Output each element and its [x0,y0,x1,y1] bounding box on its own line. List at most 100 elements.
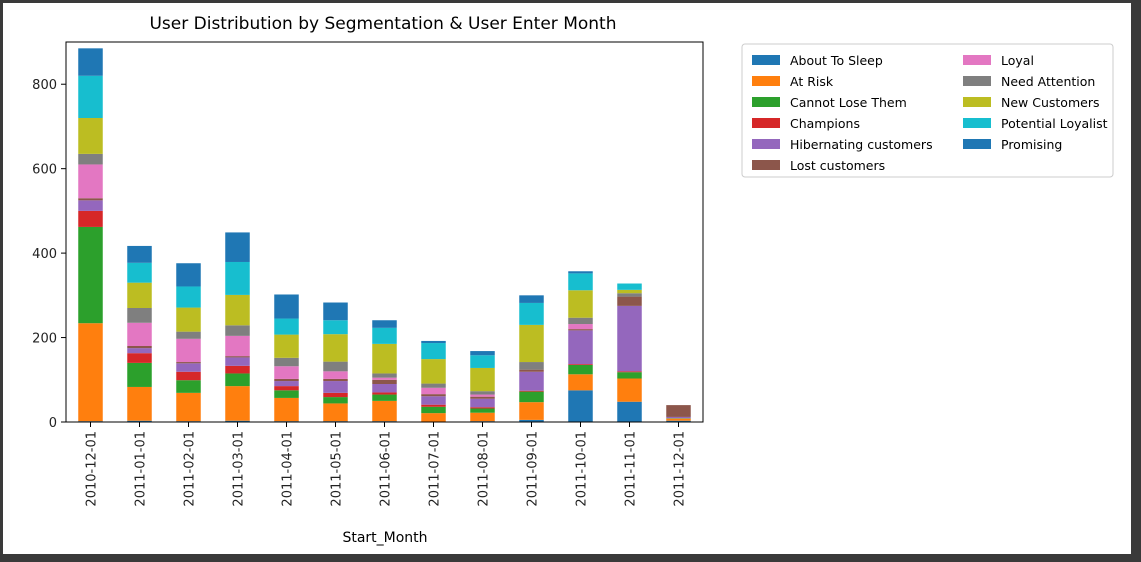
bar-segment-new-customers-2011-09-01 [519,324,544,363]
bar-segment-need-attention-2010-12-01 [78,153,103,165]
bar-segment-potential-loyalist-2011-02-01 [176,286,201,308]
legend-label: Lost customers [790,158,885,173]
bar-segment-promising-2011-08-01 [470,351,495,356]
bar-segment-new-customers-2010-12-01 [78,118,103,154]
bar-segment-cannot-lose-them-2011-10-01 [568,365,593,375]
legend-label: Loyal [1001,53,1034,68]
bar-segment-champions-2011-09-01 [519,390,544,392]
bar-segment-cannot-lose-them-2011-07-01 [421,406,446,414]
bar-segment-hibernating-customers-2011-09-01 [519,371,544,391]
bar-segment-potential-loyalist-2011-01-01 [127,262,152,283]
bar-segment-at-risk-2011-03-01 [225,386,250,421]
bar-segment-new-customers-2011-08-01 [470,367,495,392]
bar-segment-loyal-2011-02-01 [176,338,201,363]
bar-segment-promising-2010-12-01 [78,48,103,76]
bar-segment-new-customers-2011-02-01 [176,307,201,332]
bars-group [78,48,691,422]
bar-segment-hibernating-customers-2011-01-01 [127,348,152,354]
x-tick-label: 2011-03-01 [232,431,247,507]
bar-segment-promising-2011-07-01 [421,340,446,344]
legend-label: New Customers [1001,95,1099,110]
y-tick-label: 600 [32,163,57,178]
bar-segment-new-customers-2011-05-01 [323,334,348,362]
bar-segment-loyal-2011-07-01 [421,387,446,395]
bar-segment-need-attention-2011-04-01 [274,357,299,367]
bar-segment-at-risk-2011-09-01 [519,402,544,420]
bar-segment-loyal-2011-06-01 [372,377,397,380]
x-tick-label: 2011-08-01 [477,431,492,507]
bar-segment-loyal-2011-08-01 [470,394,495,397]
legend-swatch [752,139,780,149]
bar-segment-lost-customers-2011-01-01 [127,346,152,349]
bar-segment-loyal-2010-12-01 [78,164,103,199]
bar-segment-champions-2011-08-01 [470,407,495,409]
y-tick-label: 0 [49,416,57,431]
bar-segment-hibernating-customers-2011-07-01 [421,396,446,405]
x-tick-label: 2011-10-01 [575,431,590,507]
x-tick-label: 2011-09-01 [526,431,541,507]
x-tick-label: 2011-02-01 [183,431,198,507]
legend-frame [741,43,1114,178]
bar-segment-potential-loyalist-2011-05-01 [323,320,348,335]
legend-label: Cannot Lose Them [790,95,907,110]
bar-segment-potential-loyalist-2011-04-01 [274,318,299,335]
chart-title: User Distribution by Segmentation & User… [149,14,616,34]
bar-segment-promising-2011-06-01 [372,320,397,328]
legend-swatch [752,76,780,86]
bar-segment-lost-customers-2010-12-01 [78,198,103,201]
bar-segment-hibernating-customers-2011-10-01 [568,330,593,365]
bar-segment-new-customers-2011-06-01 [372,343,397,374]
bar-segment-at-risk-2011-02-01 [176,392,201,422]
bar-segment-lost-customers-2011-05-01 [323,378,348,382]
bar-segment-at-risk-2011-07-01 [421,413,446,422]
bar-segment-at-risk-2011-10-01 [568,374,593,391]
bar-segment-need-attention-2011-05-01 [323,361,348,372]
y-tick-label: 400 [32,247,57,262]
bar-segment-about-to-sleep-2011-09-01 [519,419,544,422]
legend-swatch [752,97,780,107]
bar-segment-at-risk-2011-05-01 [323,403,348,422]
bar-segment-potential-loyalist-2011-10-01 [568,273,593,291]
legend-label: Potential Loyalist [1001,116,1108,131]
legend-swatch [752,118,780,128]
bar-segment-at-risk-2011-06-01 [372,400,397,422]
legend-swatch [963,118,991,128]
bar-segment-lost-customers-2011-09-01 [519,369,544,372]
bar-segment-potential-loyalist-2010-12-01 [78,75,103,118]
bar-segment-cannot-lose-them-2011-03-01 [225,373,250,387]
bar-segment-need-attention-2011-01-01 [127,308,152,323]
bar-segment-lost-customers-2011-12-01 [666,405,691,417]
plot-frame [65,41,704,423]
bar-segment-champions-2011-02-01 [176,371,201,381]
legend-label: Need Attention [1001,74,1095,89]
x-tick-label: 2010-12-01 [85,431,100,507]
bar-segment-about-to-sleep-2011-12-01 [666,420,691,422]
legend-swatch [963,76,991,86]
bar-segment-cannot-lose-them-2011-02-01 [176,380,201,393]
legend-swatch [752,160,780,170]
stacked-bar-chart: User Distribution by Segmentation & User… [32,14,1114,546]
bar-segment-hibernating-customers-2010-12-01 [78,200,103,211]
bar-segment-hibernating-customers-2011-06-01 [372,384,397,393]
legend-label: Promising [1001,137,1062,152]
bar-segment-promising-2011-10-01 [568,271,593,274]
legend-swatch [963,97,991,107]
x-tick-label: 2011-11-01 [624,431,639,507]
bar-segment-hibernating-customers-2011-08-01 [470,398,495,408]
bar-segment-need-attention-2011-11-01 [617,293,642,297]
bar-segment-cannot-lose-them-2011-04-01 [274,390,299,398]
bar-segment-need-attention-2011-02-01 [176,331,201,339]
x-axis-label: Start_Month [342,530,427,546]
x-tick-label: 2011-01-01 [134,431,149,507]
x-tick-label: 2011-05-01 [330,431,345,507]
bar-segment-cannot-lose-them-2010-12-01 [78,226,103,324]
x-tick-label: 2011-04-01 [281,431,296,507]
bar-segment-promising-2011-09-01 [519,295,544,303]
y-tick-label: 800 [32,78,57,93]
bar-segment-need-attention-2011-03-01 [225,325,250,336]
legend-swatch [963,55,991,65]
bar-segment-at-risk-2011-08-01 [470,412,495,422]
bar-segment-lost-customers-2011-04-01 [274,378,299,382]
x-tick-label: 2011-07-01 [428,431,443,507]
x-tick-label: 2011-12-01 [673,431,688,507]
